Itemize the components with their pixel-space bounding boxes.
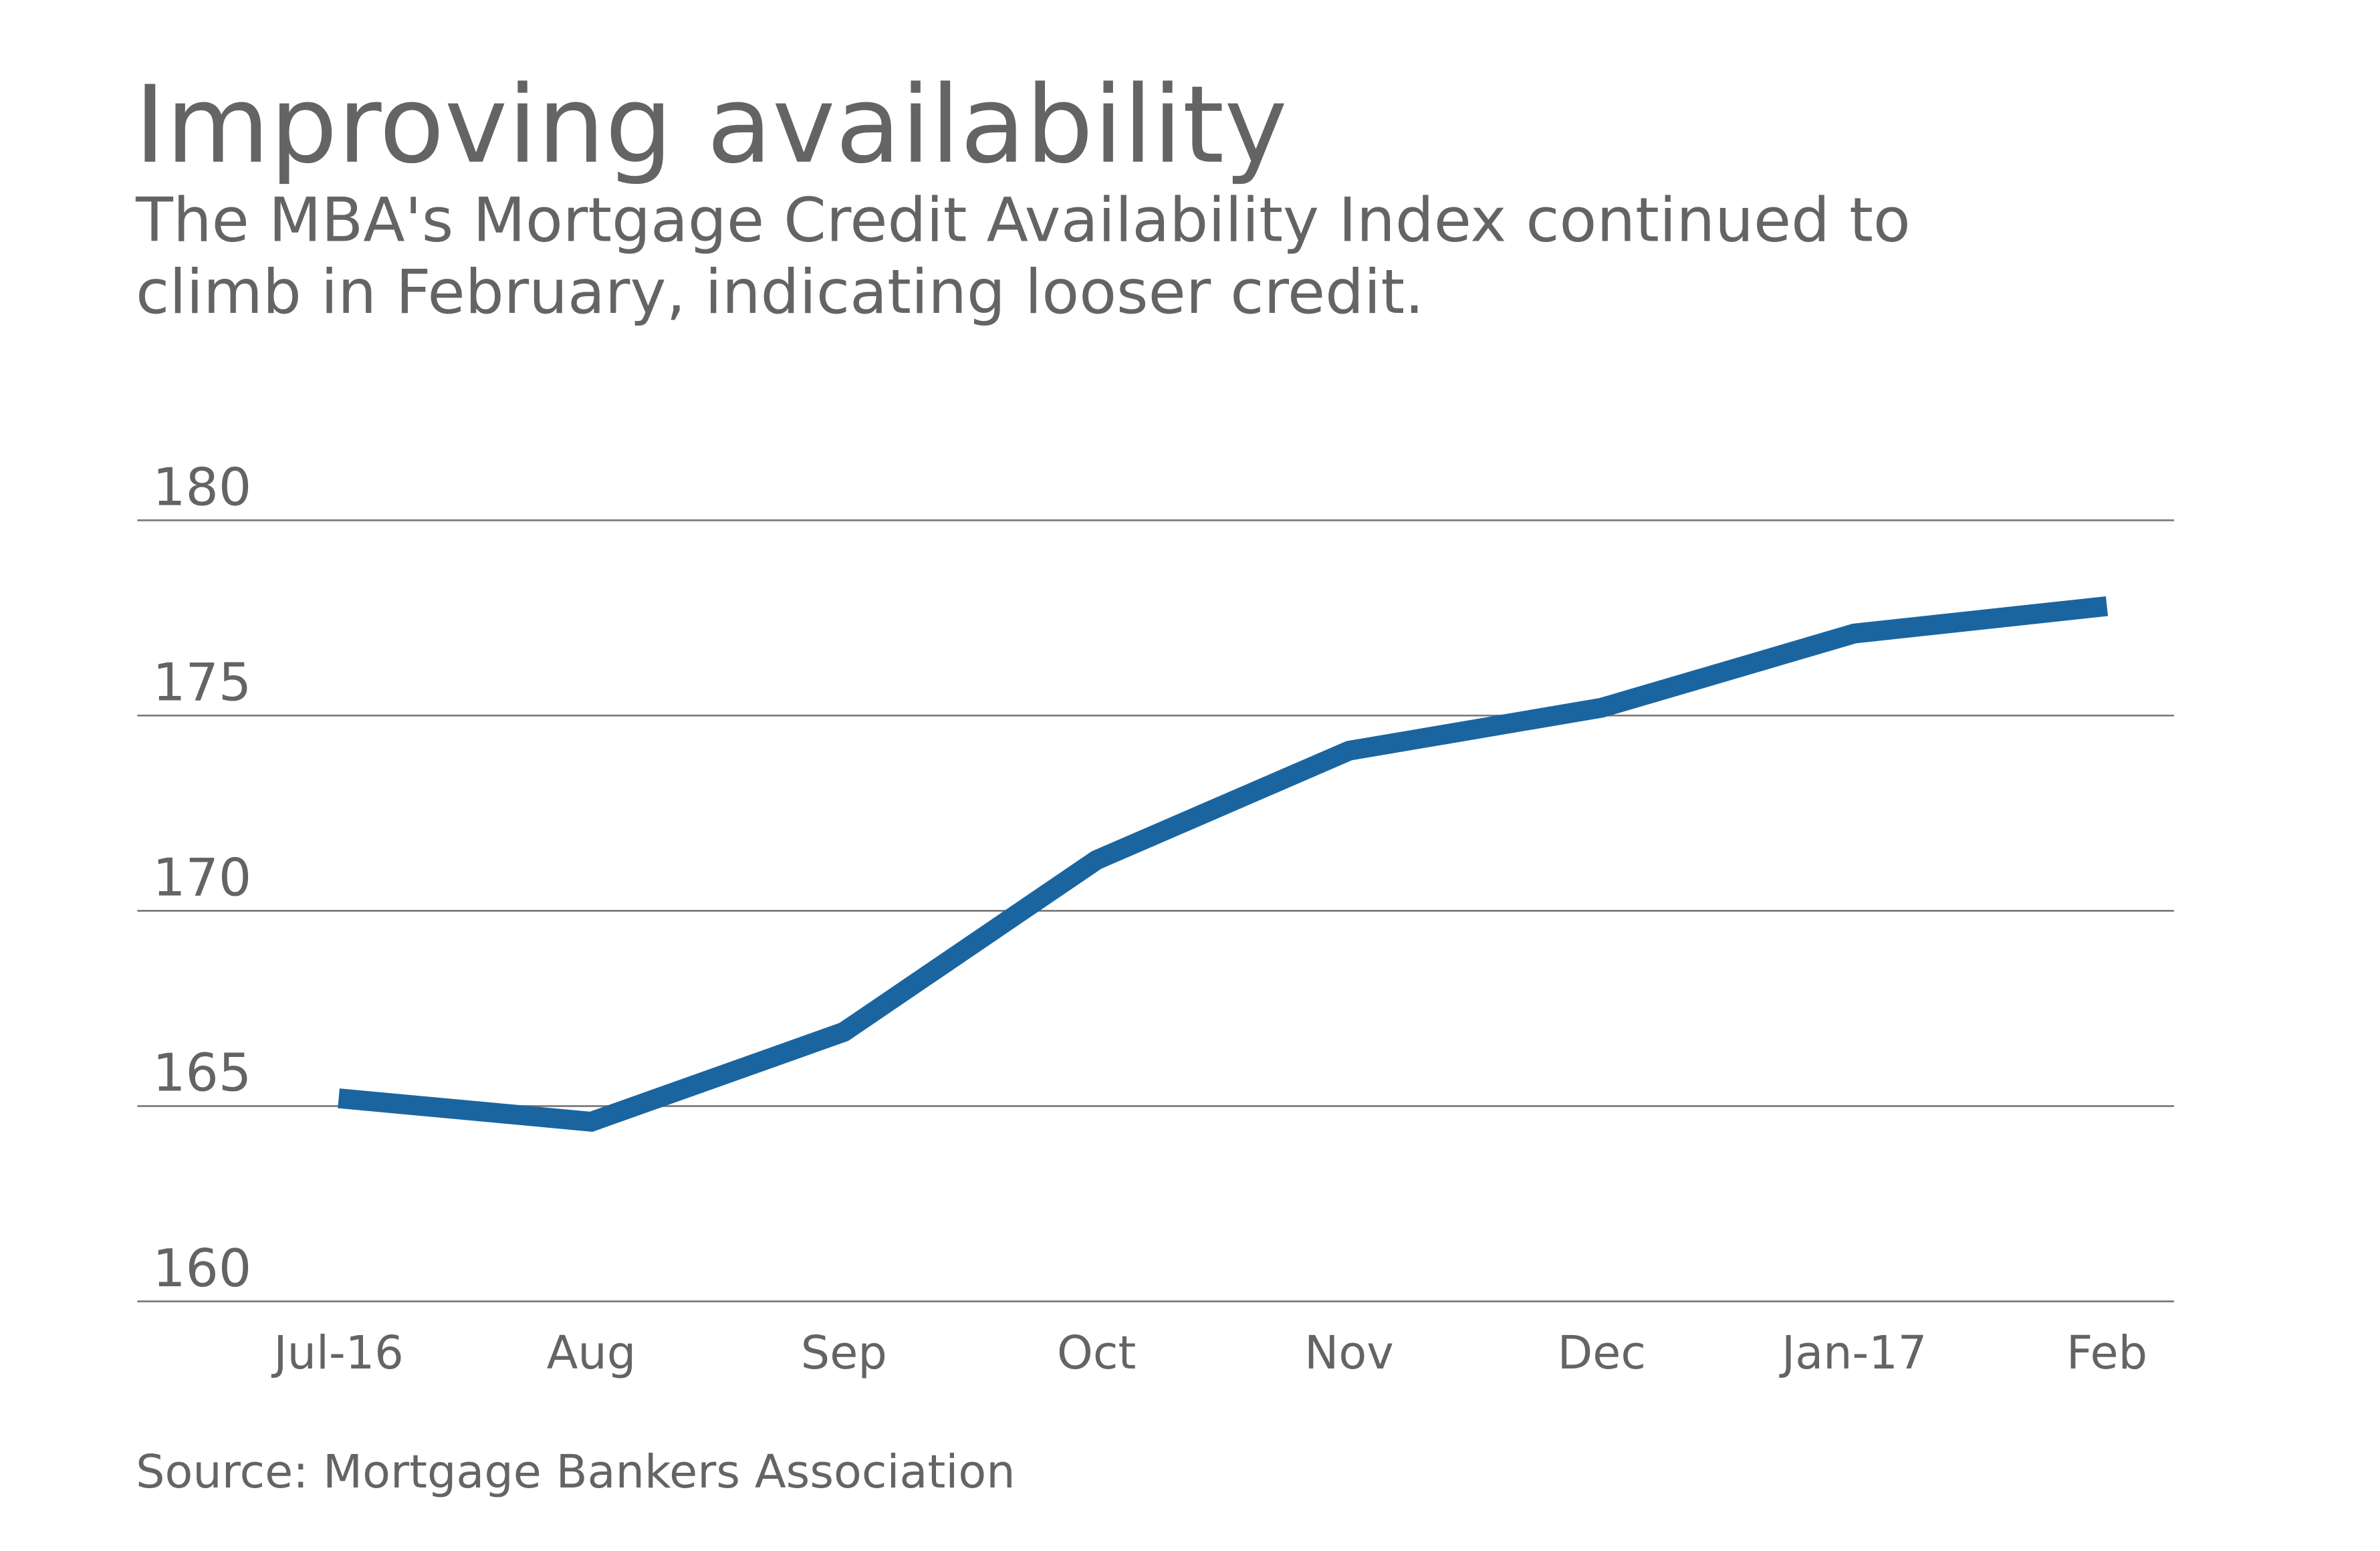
x-tick-label: Oct: [1057, 1326, 1136, 1380]
chart-subtitle-line-2: climb in February, indicating looser cre…: [136, 256, 1424, 328]
x-tick-label: Dec: [1558, 1326, 1646, 1380]
x-tick-label: Nov: [1304, 1326, 1394, 1380]
chart-source: Source: Mortgage Bankers Association: [136, 1445, 1016, 1499]
x-tick-label: Feb: [2066, 1326, 2147, 1380]
chart-title: Improving availability: [134, 63, 1288, 187]
y-tick-label: 175: [152, 652, 251, 713]
y-tick-label: 180: [152, 457, 251, 517]
x-tick-label: Sep: [801, 1326, 887, 1380]
x-tick-label: Aug: [547, 1326, 636, 1380]
x-tick-label: Jan-17: [1779, 1326, 1927, 1380]
y-tick-label: 170: [152, 848, 251, 909]
x-tick-label: Jul-16: [271, 1326, 403, 1380]
chart-subtitle-line-1: The MBA's Mortgage Credit Availability I…: [135, 185, 1911, 256]
series-line: [338, 596, 2109, 1132]
y-tick-label: 165: [152, 1044, 251, 1104]
y-tick-label: 160: [152, 1239, 251, 1299]
